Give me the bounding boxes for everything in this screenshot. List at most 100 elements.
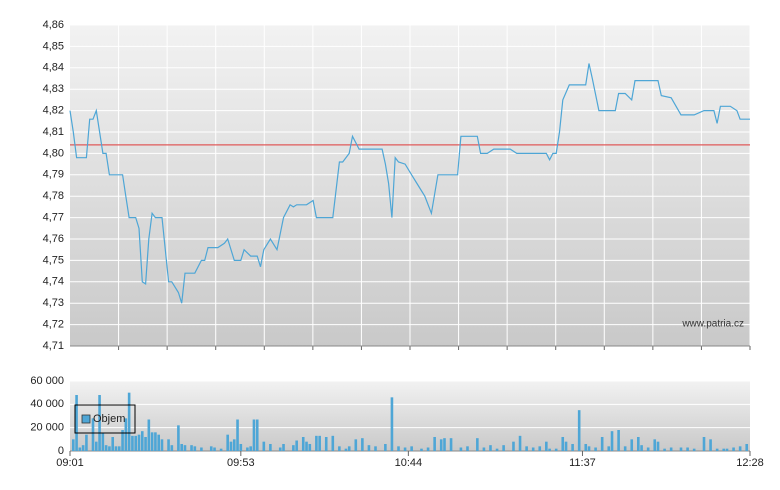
volume-bar (732, 447, 735, 451)
volume-bar (147, 419, 151, 451)
volume-bar (489, 445, 492, 451)
volume-bar (702, 437, 706, 451)
volume-bar (561, 437, 565, 451)
volume-bar (315, 435, 318, 451)
volume-bar (640, 445, 643, 451)
volume-bar (91, 418, 95, 451)
volume-bar (338, 446, 341, 451)
volume-bar (190, 445, 193, 451)
volume-bar (653, 439, 657, 451)
volume-bar (738, 446, 742, 451)
volume-bar (443, 438, 446, 451)
volume-bar (420, 448, 423, 451)
y-tick-label: 4,73 (43, 297, 64, 309)
volume-bar (390, 397, 394, 451)
volume-bar (305, 441, 308, 451)
volume-bar (482, 447, 486, 451)
volume-bar (594, 447, 597, 451)
volume-bar (101, 433, 105, 451)
volume-bar (71, 439, 75, 451)
volume-bar (663, 448, 666, 451)
volume-bar (525, 446, 528, 451)
volume-bar (150, 432, 154, 451)
volume-bar (111, 437, 115, 451)
x-tick-label: 11:37 (569, 457, 596, 469)
volume-bar (403, 447, 407, 451)
volume-bar (361, 438, 364, 451)
volume-bar (121, 430, 124, 451)
volume-bar (246, 447, 249, 451)
volume-bar (226, 434, 229, 451)
volume-bar (229, 441, 233, 451)
volume-bar (81, 445, 85, 451)
y-tick-label: 4,85 (43, 40, 64, 52)
y-tick-label: 4,75 (43, 254, 64, 266)
volume-bar (587, 446, 591, 451)
volume-bar (239, 444, 243, 451)
volume-bar (213, 447, 216, 451)
volume-bar (236, 419, 239, 451)
volume-bar (292, 445, 295, 451)
volume-bar (131, 435, 134, 451)
volume-bar (410, 446, 413, 451)
volume-bar (344, 448, 348, 451)
volume-bar (301, 437, 305, 451)
volume-bar (745, 444, 749, 451)
volume-bar (545, 441, 548, 451)
legend-box (74, 404, 136, 434)
y-tick-label: 4,71 (43, 340, 64, 352)
legend-swatch (81, 414, 91, 424)
volume-bar (715, 448, 719, 451)
volume-bar (249, 446, 252, 451)
volume-bar (679, 447, 683, 451)
y-tick-label: 4,72 (43, 319, 64, 331)
volume-bar (495, 448, 499, 451)
volume-bar (607, 446, 611, 451)
y-tick-label: 0 (58, 445, 64, 457)
volume-bar (669, 447, 673, 451)
volume-bar (374, 446, 377, 451)
y-tick-label: 4,74 (43, 276, 64, 288)
volume-bar (104, 445, 108, 451)
volume-bar (98, 395, 101, 451)
volume-bar (308, 444, 312, 451)
volume-bar (600, 437, 604, 451)
volume-bar (531, 447, 535, 451)
volume-bar (295, 440, 298, 451)
volume-bar (397, 446, 400, 451)
y-tick-label: 4,86 (43, 19, 64, 31)
volume-bar (449, 438, 453, 451)
volume-bar (177, 425, 180, 451)
y-tick-label: 4,82 (43, 105, 64, 117)
y-tick-label: 4,79 (43, 169, 64, 181)
volume-bar (140, 431, 144, 451)
volume-bar (538, 446, 542, 451)
volume-bar (564, 441, 568, 451)
volume-bar (157, 434, 160, 451)
volume-bar (577, 410, 581, 451)
volume-bar (354, 439, 358, 451)
volume-bar (459, 447, 463, 451)
volume-bar (219, 448, 223, 451)
volume-bar (75, 395, 78, 451)
volume-bar (518, 435, 522, 451)
volume-bar (439, 439, 443, 451)
y-tick-label: 20 000 (30, 422, 64, 434)
y-tick-label: 4,80 (43, 147, 64, 159)
volume-bar (252, 419, 256, 451)
volume-bar (324, 437, 328, 451)
volume-bar (278, 447, 282, 451)
volume-bar (124, 418, 128, 451)
volume-bar (476, 438, 479, 451)
volume-bar (637, 437, 640, 451)
price-line (69, 63, 750, 304)
volume-bar (512, 441, 515, 451)
volume-bar (384, 444, 387, 451)
y-tick-label: 4,77 (43, 212, 64, 224)
x-tick-label: 10:44 (395, 457, 423, 469)
volume-bar (617, 430, 620, 451)
volume-bar (610, 431, 614, 451)
volume-bar (160, 439, 164, 451)
volume-bar (709, 439, 712, 451)
